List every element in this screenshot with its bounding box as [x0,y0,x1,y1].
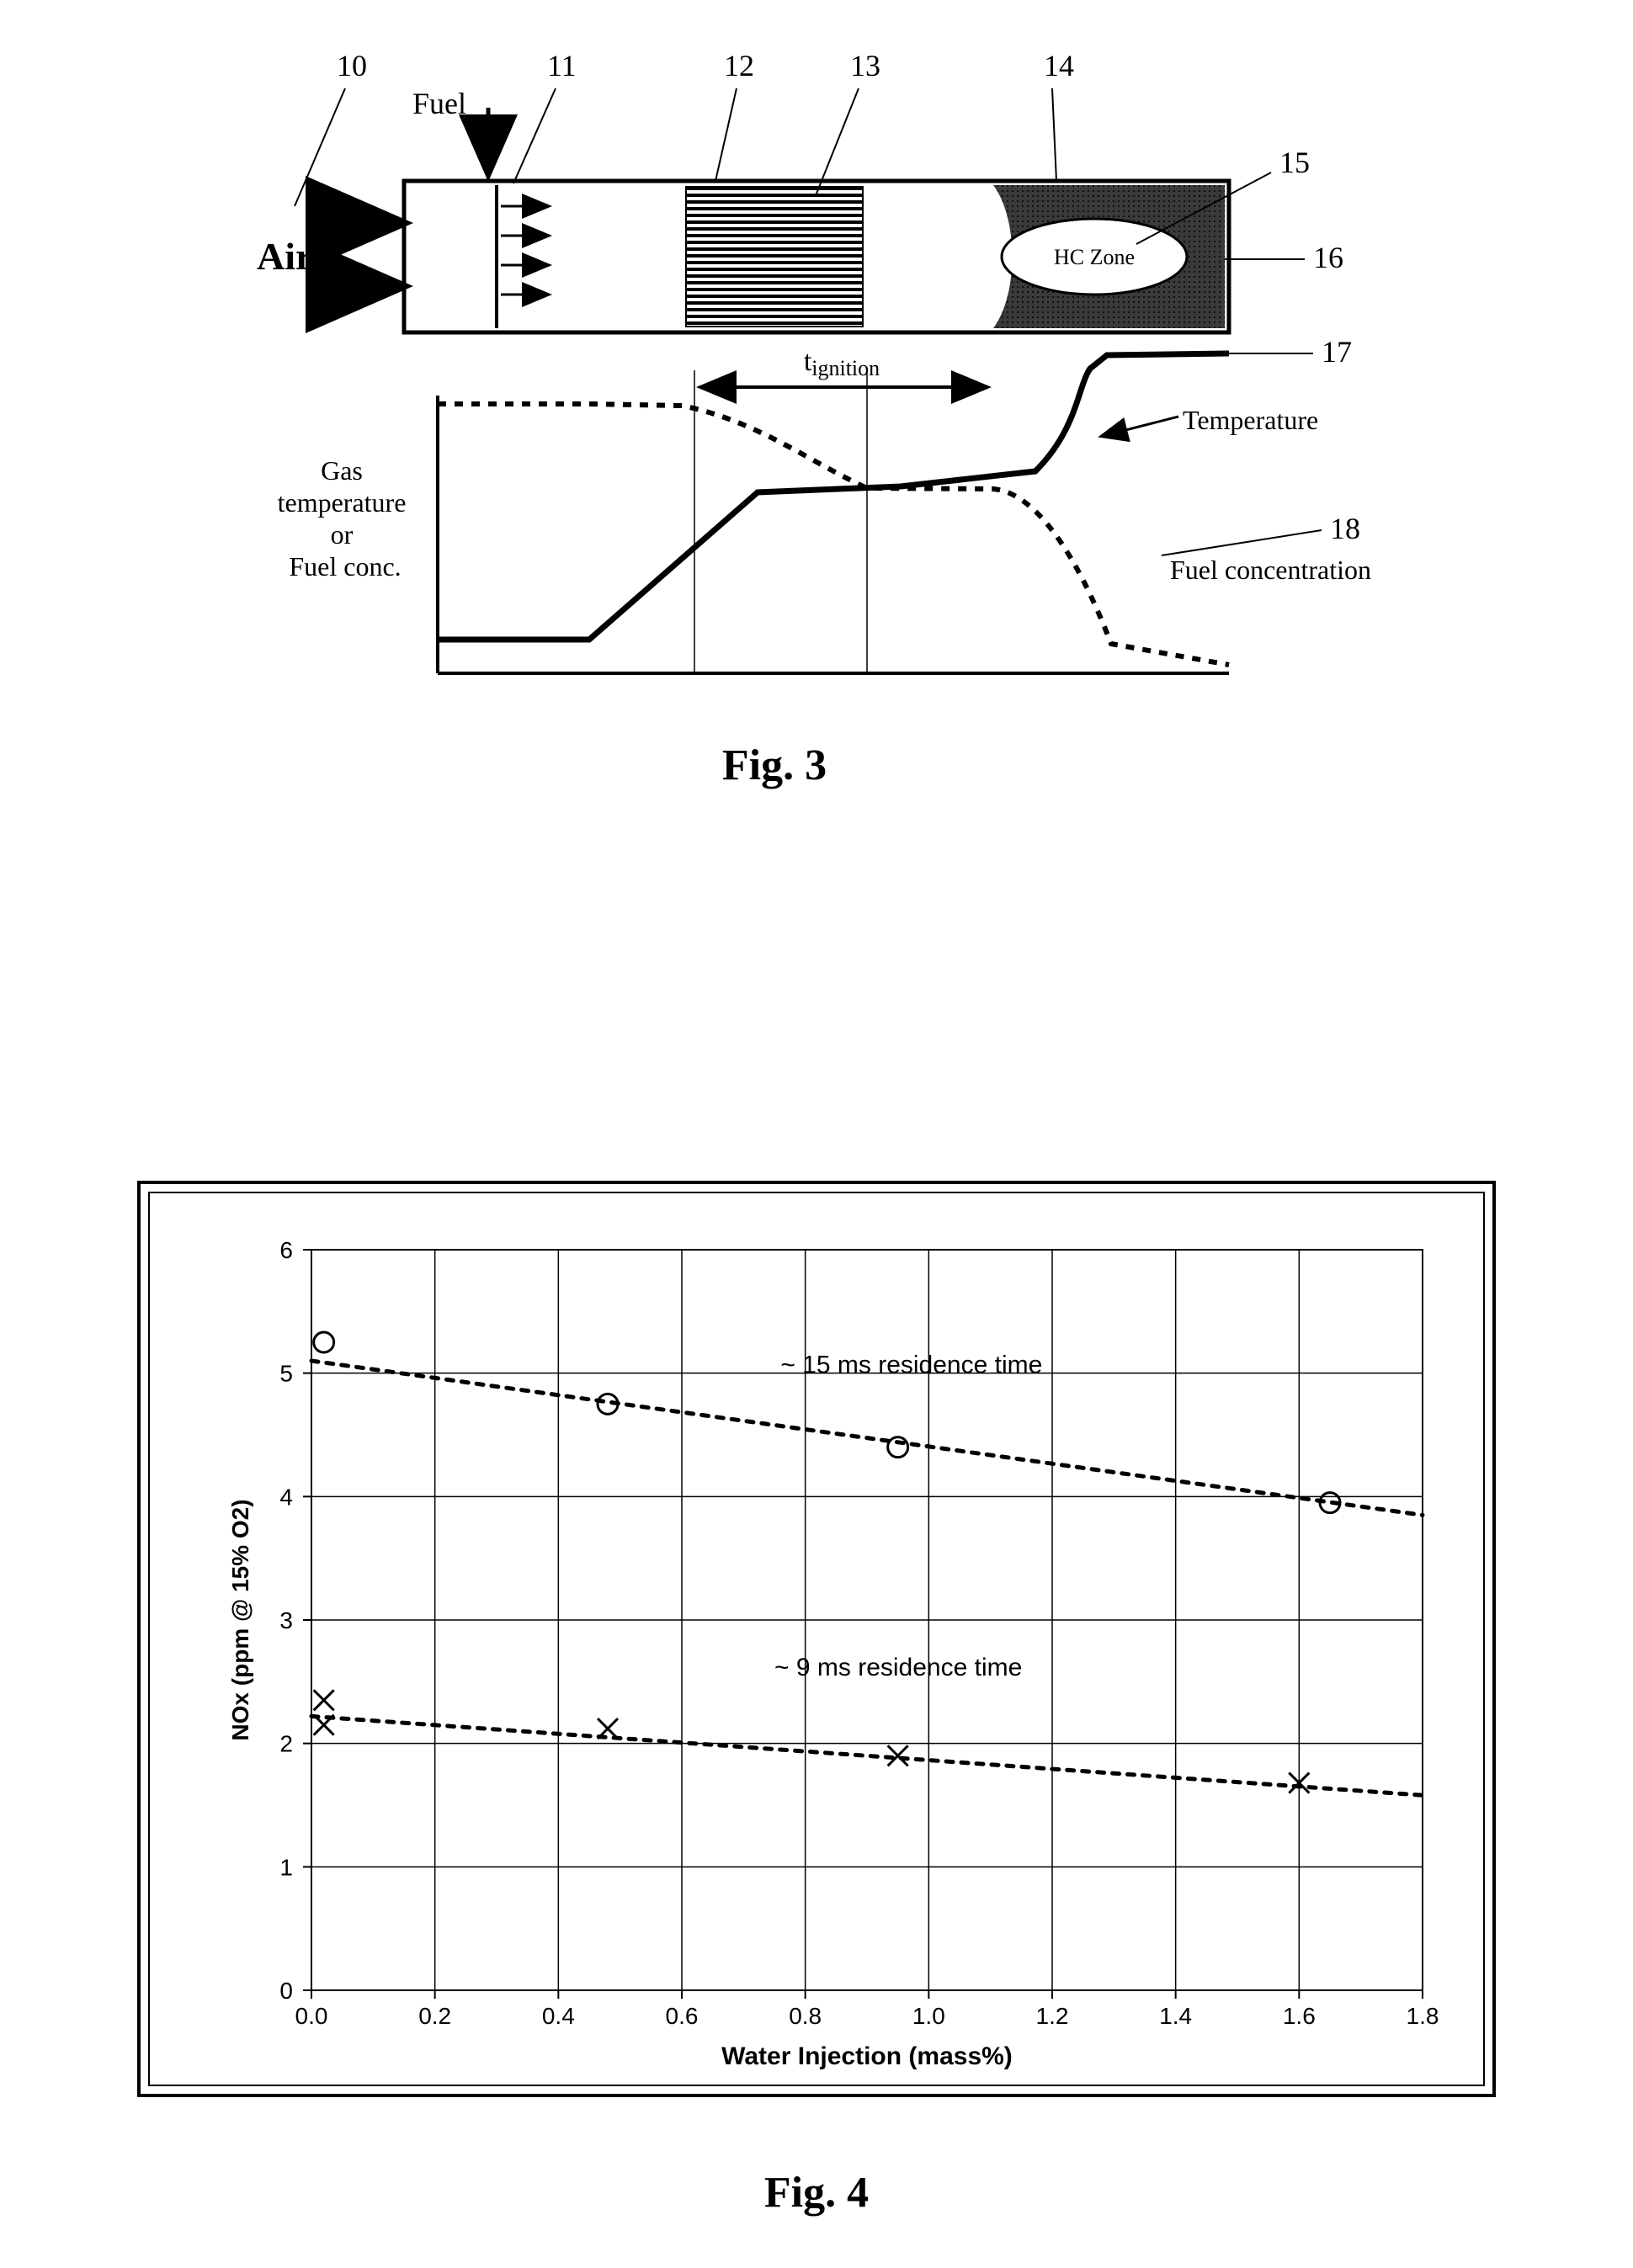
xtick-label: 0.4 [542,2003,575,2029]
xtick-label: 1.4 [1159,2003,1192,2029]
xlabel: Water Injection (mass%) [721,2042,1013,2070]
graph-ylabel: Gas temperature or Fuel conc. [278,455,413,582]
fig4-caption: Fig. 4 [51,2168,1582,2218]
chart-inner-frame [149,1192,1484,2085]
fig4-svg: 0.0 0.2 0.4 0.6 0.8 1.0 1.2 1.4 1.6 1.8 0 1 2 3 4 5 6 Wat… [51,1145,1582,2163]
xtick-label: 0.2 [418,2003,451,2029]
fig3-caption: Fig. 3 [438,741,1111,790]
fuelconc-curve [438,404,1229,665]
ytick-label: 6 [279,1237,293,1263]
ytick-label: 0 [279,1978,293,2004]
callout-17: 17 [1322,335,1352,369]
xtick-label: 0.8 [789,2003,822,2029]
fuelconc-label: Fuel concentration [1170,555,1371,585]
ytick-label: 5 [279,1361,293,1387]
xtick-label: 1.8 [1407,2003,1439,2029]
series-label: ~ 15 ms residence time [780,1352,1042,1379]
ylabel: NOx (ppm @ 15% O2) [227,1499,253,1740]
ytick-label: 4 [279,1484,293,1510]
callout-18: 18 [1330,512,1360,545]
fuel-label: Fuel [412,87,466,120]
xtick-label: 1.2 [1036,2003,1069,2029]
callout-16: 16 [1313,241,1343,274]
figure-4: 0.0 0.2 0.4 0.6 0.8 1.0 1.2 1.4 1.6 1.8 0 1 2 3 4 5 6 Wat… [51,1145,1582,2218]
figure-3: HC Zone Air Fuel 10 11 12 13 14 15 [152,17,1465,790]
air-label: Air [257,235,312,278]
ytick-label: 3 [279,1607,293,1633]
xtick-label: 0.0 [295,2003,328,2029]
series-label: ~ 9 ms residence time [774,1654,1022,1681]
callout-12: 12 [724,49,754,82]
fig3-svg: HC Zone Air Fuel 10 11 12 13 14 15 [152,17,1465,741]
hatched-section [686,187,863,327]
callout-10: 10 [337,49,367,82]
callout-13: 13 [850,49,880,82]
callout-11: 11 [547,49,577,82]
temperature-label: Temperature [1183,405,1318,435]
xtick-label: 0.6 [666,2003,699,2029]
ytick-label: 2 [279,1731,293,1757]
temperature-curve [438,353,1229,640]
xtick-label: 1.6 [1283,2003,1316,2029]
hc-zone-label: HC Zone [1054,245,1135,269]
ytick-label: 1 [279,1854,293,1880]
tignition-label: tignition [804,346,880,380]
xtick-label: 1.0 [912,2003,945,2029]
callout-14: 14 [1044,49,1074,82]
callout-15: 15 [1279,146,1310,179]
temperature-arrow [1103,417,1178,436]
